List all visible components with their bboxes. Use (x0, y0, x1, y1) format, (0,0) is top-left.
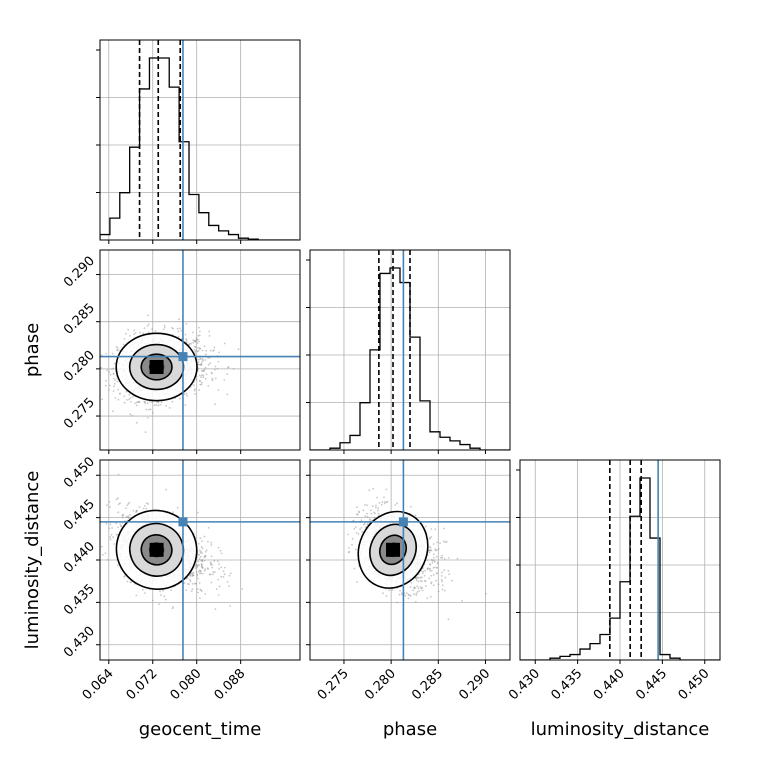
panel-frame (309, 249, 511, 451)
x-tick-label: 0.435 (549, 666, 586, 703)
y-tick-label: 0.290 (61, 254, 98, 291)
x-tick-label: 0.445 (633, 666, 670, 703)
density-peak (149, 359, 164, 374)
contour-line (115, 332, 198, 402)
x-tick-label: 0.430 (506, 666, 543, 703)
x-tick-label: 0.275 (315, 666, 352, 703)
y-tick-label: 0.445 (61, 497, 98, 534)
panel-luminosity-distance-vs-geocent-time: 0.064 0.072 0.080 0.088 0.430 0.435 0.440 0.445… (61, 454, 301, 703)
y-axis-label-luminosity-distance: luminosity_distance (22, 471, 43, 650)
y-tick-label: 0.435 (61, 581, 98, 618)
x-tick-label: 0.064 (80, 666, 117, 703)
panel-frame (99, 459, 301, 661)
contour-line (140, 353, 173, 381)
y-axis-label-phase: phase (22, 323, 43, 377)
histogram-geocent-time (100, 57, 298, 240)
panel-phase-vs-geocent-time: 0.275 0.280 0.285 0.290 (61, 249, 301, 454)
y-tick-label: 0.275 (61, 395, 98, 432)
panel-phase-vs-phase (306, 249, 511, 454)
y-tick-label: 0.440 (61, 539, 98, 576)
corner-panels: 0.275 0.280 0.285 0.290 0.064 0.072 0.080 0.088… (61, 39, 721, 703)
panel-frame (99, 39, 301, 241)
panel-luminosity-distance-vs-phase: 0.275 0.280 0.285 0.290 (306, 459, 511, 703)
x-tick-label: 0.088 (212, 666, 249, 703)
truth-marker (178, 352, 188, 362)
contour-line (140, 534, 173, 566)
panel-plot-area (310, 250, 510, 450)
panel-plot-area (520, 460, 720, 660)
x-tick-label: 0.280 (362, 666, 399, 703)
contour-line (129, 522, 185, 577)
panel-luminosity-distance-vs-luminosity-distance: 0.430 0.435 0.440 0.445 0.450 (506, 459, 721, 703)
panel-frame (309, 459, 511, 661)
contour-line (115, 509, 198, 591)
truth-marker (178, 517, 188, 527)
x-tick-label: 0.285 (409, 666, 446, 703)
panel-plot-area (310, 460, 510, 660)
histogram-luminosity-distance (520, 477, 720, 660)
panel-plot-area (100, 460, 300, 660)
density-peak (386, 542, 401, 557)
x-tick-label: 0.440 (591, 666, 628, 703)
panel-frame (99, 249, 301, 451)
contour-line (378, 534, 408, 566)
truth-marker (398, 517, 408, 527)
panel-plot-area (100, 250, 300, 450)
x-axis-label-geocent-time: geocent_time (139, 719, 262, 740)
x-tick-label: 0.080 (168, 666, 205, 703)
panel-geocent-time-vs-geocent-time (96, 39, 301, 244)
x-axis-label-phase: phase (383, 719, 437, 740)
x-tick-label: 0.450 (676, 666, 713, 703)
y-tick-label: 0.285 (61, 301, 98, 338)
y-tick-label: 0.450 (61, 454, 98, 491)
y-tick-label: 0.430 (61, 624, 98, 661)
x-tick-label: 0.072 (124, 666, 161, 703)
x-axis-label-luminosity-distance: luminosity_distance (531, 719, 710, 740)
y-tick-label: 0.280 (61, 348, 98, 385)
panel-plot-area (100, 40, 298, 240)
contour-line (357, 510, 429, 589)
density-peak (149, 542, 164, 557)
x-tick-label: 0.290 (456, 666, 493, 703)
